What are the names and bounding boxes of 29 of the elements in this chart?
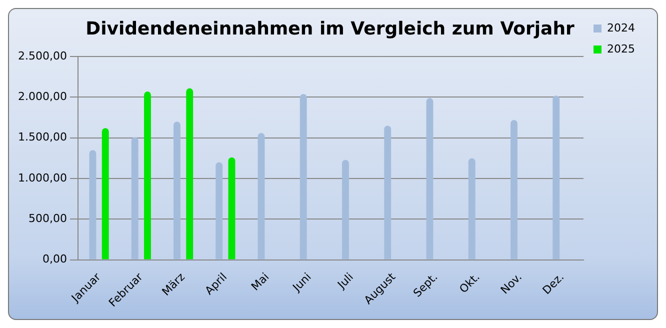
bar [426,98,434,260]
bar [102,128,109,260]
x-tick-label: Dez. [540,270,567,297]
bar [186,88,194,260]
y-tick-label: 500,00 [28,212,67,226]
bar [144,92,151,260]
y-tick-label: 0,00 [42,252,67,266]
y-tick-label: 1.500,00 [18,130,67,144]
y-tick-label: 2.000,00 [18,90,67,104]
chart-title: Dividendeneinnahmen im Vergleich zum Vorjahr [86,18,574,40]
bar [384,126,392,260]
y-tick-label: 2.500,00 [18,49,67,62]
legend-label: 2024 [607,21,636,34]
bar [228,157,236,260]
bar [216,162,223,260]
bar [89,150,96,260]
x-tick-label: Okt. [456,270,482,296]
bar [300,94,307,260]
bar [552,96,560,260]
bar [258,133,265,260]
x-tick-label: Mai [248,270,272,294]
x-tick-label: Nov. [498,270,524,297]
bar [174,122,180,260]
bar [131,137,138,260]
bar [510,120,518,260]
bar [468,158,476,260]
y-tick-label: 1.000,00 [18,171,67,184]
legend-label: 2025 [607,42,636,56]
bar [342,160,349,260]
